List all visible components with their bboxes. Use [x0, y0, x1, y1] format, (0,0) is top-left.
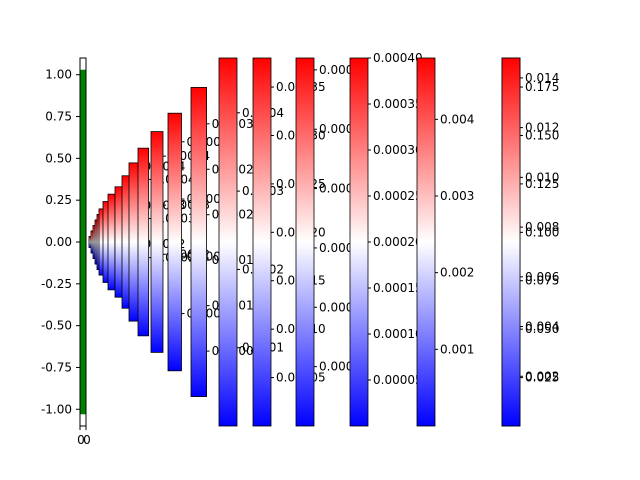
x-tick-label: 0 [77, 433, 85, 447]
colorbar-tick-label: 0.012 [525, 121, 559, 135]
colorbar-gradient [218, 57, 238, 427]
y-tick-label: -0.50 [41, 319, 72, 333]
colorbar-gradient [114, 186, 123, 298]
y-tick-label: 0.00 [45, 235, 72, 249]
y-tick-label: 0.50 [45, 151, 72, 165]
colorbar: 0.025 0.050 0.075 0.100 0.125 0.150 0.175 [501, 57, 559, 427]
colorbar-gradient [150, 131, 164, 353]
colorbar-tick-label: 0.00010 [373, 327, 423, 341]
colorbar-gradient [137, 147, 150, 337]
colorbar-gradient [349, 57, 369, 427]
colorbar-tick-label: 0.150 [525, 128, 559, 142]
colorbar-tick-label: 0.004 [440, 112, 474, 126]
colorbar-tick-label: 0.002 [440, 266, 474, 280]
colorbar-tick-label: 0.003 [440, 189, 474, 203]
colorbar-tick-label: 0.014 [525, 71, 559, 85]
colorbar-gradient [252, 57, 272, 427]
colorbar-tick-label: 0.001 [440, 342, 474, 356]
colorbar-tick-label: 0.050 [525, 322, 559, 336]
colorbar-gradient [501, 57, 521, 427]
colorbar-tick-label: 0.00015 [373, 281, 423, 295]
colorbar-tick-label: 0.100 [525, 225, 559, 239]
y-tick-label: -1.00 [41, 402, 72, 416]
colorbar [107, 193, 116, 291]
colorbar-tick-label: 0.002 [525, 369, 559, 383]
colorbar-gradient [128, 162, 139, 322]
colorbar-tick-label: 0.00040 [373, 51, 423, 65]
colorbar-tick-label: 0.00030 [373, 143, 423, 157]
colorbar-gradient [190, 87, 208, 397]
colorbar-tick-label: 0.125 [525, 177, 559, 191]
colorbar [114, 186, 123, 298]
colorbar-tick-label: 0.00005 [373, 373, 423, 387]
x-tick-label: 0 [83, 433, 91, 447]
colorbar-tick-label: 0.025 [525, 371, 559, 385]
y-tick-label: 1.00 [45, 68, 72, 82]
colorbar-tick-label: 0.075 [525, 274, 559, 288]
colorbar: 0.001 0.002 0.003 0.004 [416, 57, 474, 427]
y-tick-label: 0.25 [45, 193, 72, 207]
colorbar-tick-label: 0.00025 [373, 189, 423, 203]
colorbar-tick-label: 0.006 [525, 270, 559, 284]
main-data-bar [80, 69, 86, 415]
colorbar-tick-label: 0.00035 [373, 97, 423, 111]
colorbar-tick-label: 0.175 [525, 80, 559, 94]
y-tick-label: 0.75 [45, 110, 72, 124]
y-tick-label: -0.25 [41, 277, 72, 291]
colorbar-gradient [295, 57, 315, 427]
colorbar-gradient [416, 57, 436, 427]
colorbar: 0.00005 0.00010 0.00015 0.00020 0.00025 0.000… [349, 51, 423, 427]
y-tick-label: -0.75 [41, 360, 72, 374]
colorbar-gradient [107, 193, 116, 291]
colorbar-tick-label: 0.010 [525, 170, 559, 184]
colorbar-tick-label: 0.00020 [373, 235, 423, 249]
colorbar: 0.00010.00020.00030.0004 [218, 57, 284, 427]
colorbar-tick-label: 0.008 [525, 220, 559, 234]
colorbar: 0.000050.000100.000150.000200.000250.000… [252, 57, 326, 427]
colorbar-tick-label: 0.004 [525, 320, 559, 334]
colorbar-gradient [167, 112, 182, 372]
